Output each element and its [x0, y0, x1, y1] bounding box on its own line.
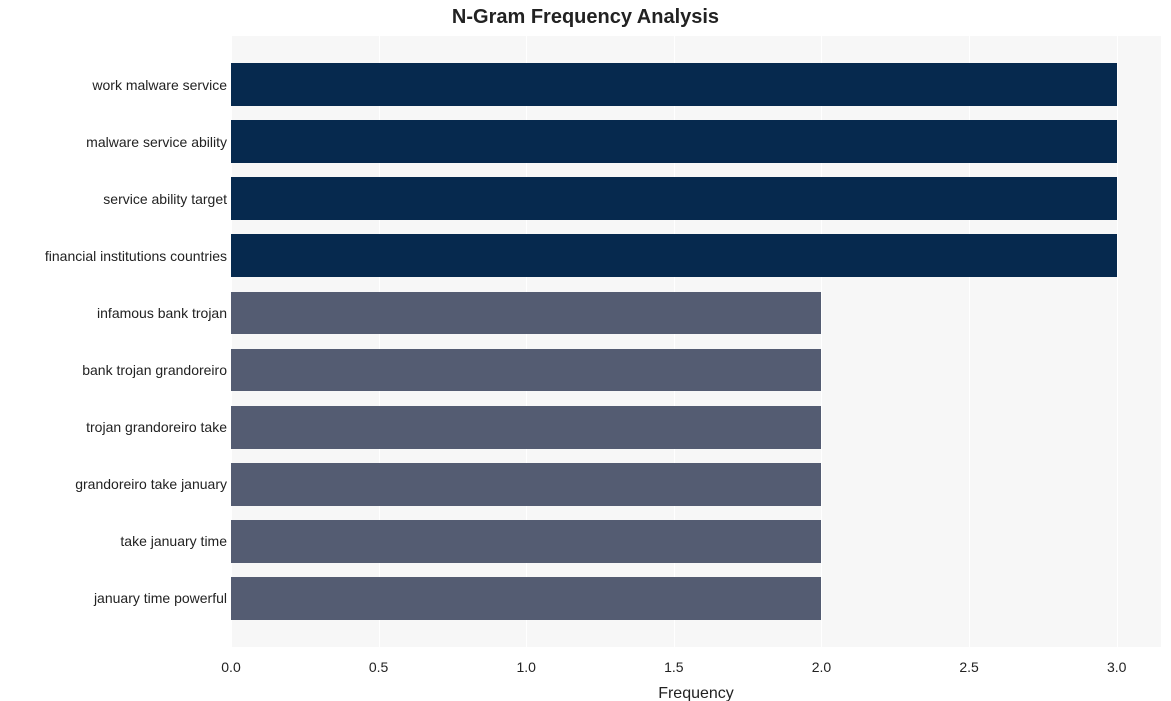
ngram-frequency-chart: N-Gram Frequency Analysis work malware s…: [0, 0, 1171, 701]
bar: [231, 120, 1117, 163]
bar: [231, 577, 821, 620]
chart-title: N-Gram Frequency Analysis: [0, 6, 1171, 29]
bar: [231, 406, 821, 449]
x-tick-label: 0.5: [369, 659, 388, 675]
bar: [231, 177, 1117, 220]
bar: [231, 349, 821, 392]
x-tick-label: 0.0: [221, 659, 240, 675]
x-tick-label: 3.0: [1107, 659, 1126, 675]
bar: [231, 292, 821, 335]
y-tick-label: take january time: [0, 533, 227, 549]
x-tick-label: 1.0: [517, 659, 536, 675]
y-tick-label: infamous bank trojan: [0, 305, 227, 321]
plot-area: [231, 36, 1161, 647]
bar: [231, 234, 1117, 277]
y-tick-label: service ability target: [0, 191, 227, 207]
y-tick-label: malware service ability: [0, 134, 227, 150]
y-tick-label: january time powerful: [0, 590, 227, 606]
bar: [231, 63, 1117, 106]
x-axis-label: Frequency: [231, 685, 1161, 701]
x-tick-label: 1.5: [664, 659, 683, 675]
y-tick-label: work malware service: [0, 77, 227, 93]
y-tick-label: grandoreiro take january: [0, 476, 227, 492]
grid-line: [1117, 36, 1118, 647]
x-tick-label: 2.5: [959, 659, 978, 675]
x-tick-label: 2.0: [812, 659, 831, 675]
bar: [231, 463, 821, 506]
y-tick-label: financial institutions countries: [0, 248, 227, 264]
y-tick-label: trojan grandoreiro take: [0, 419, 227, 435]
bar: [231, 520, 821, 563]
y-tick-label: bank trojan grandoreiro: [0, 362, 227, 378]
